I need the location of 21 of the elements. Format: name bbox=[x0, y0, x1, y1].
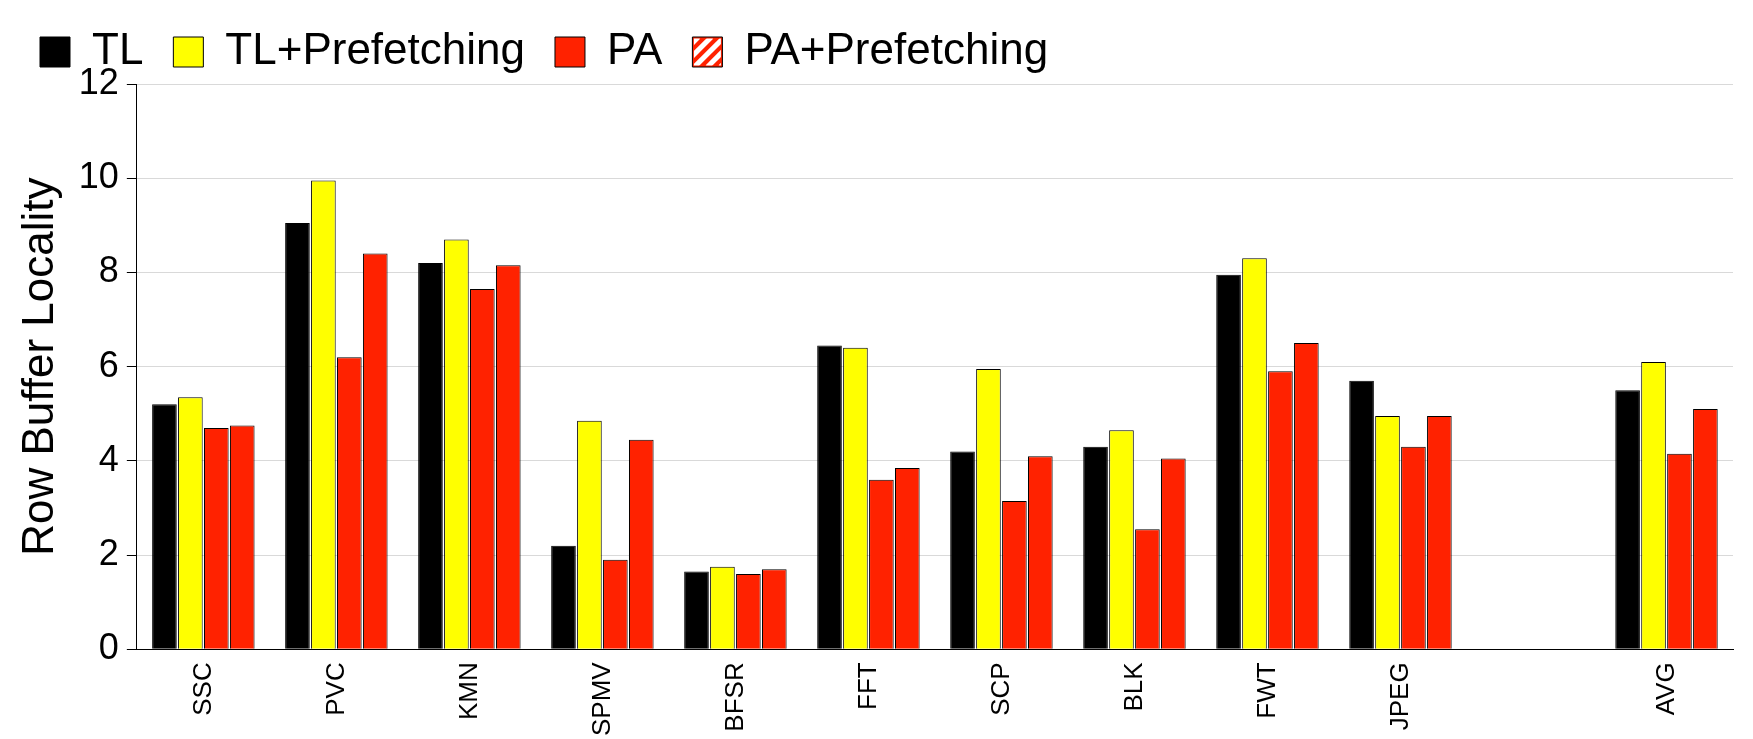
y-tick-label: 6 bbox=[98, 343, 119, 385]
legend-label: TL+Prefetching bbox=[225, 24, 525, 74]
x-tick-label: PVC bbox=[319, 662, 350, 716]
y-tick-label: 4 bbox=[98, 437, 119, 479]
legend-label: PA bbox=[606, 24, 664, 74]
x-tick-label: AVG bbox=[1649, 662, 1680, 716]
x-tick-label: SPMV bbox=[585, 661, 616, 736]
y-tick-label: 2 bbox=[98, 532, 119, 574]
x-tick-label: BLK bbox=[1117, 661, 1148, 712]
y-tick-label: 10 bbox=[78, 155, 119, 197]
x-tick-label: SCP bbox=[984, 662, 1015, 716]
legend-label: PA+Prefetching bbox=[744, 24, 1049, 74]
x-tick-label: FWT bbox=[1250, 662, 1281, 719]
x-tick-label: SSC bbox=[186, 662, 217, 716]
y-tick-label: 0 bbox=[98, 626, 119, 668]
x-tick-label: FFT bbox=[851, 662, 882, 710]
x-tick-label: KMN bbox=[452, 662, 483, 721]
x-tick-label: JPEG bbox=[1383, 662, 1414, 731]
x-tick-label: BFSR bbox=[718, 662, 749, 732]
y-axis-title: Row Buffer Locality bbox=[12, 177, 62, 556]
y-tick-label: 8 bbox=[98, 249, 119, 291]
